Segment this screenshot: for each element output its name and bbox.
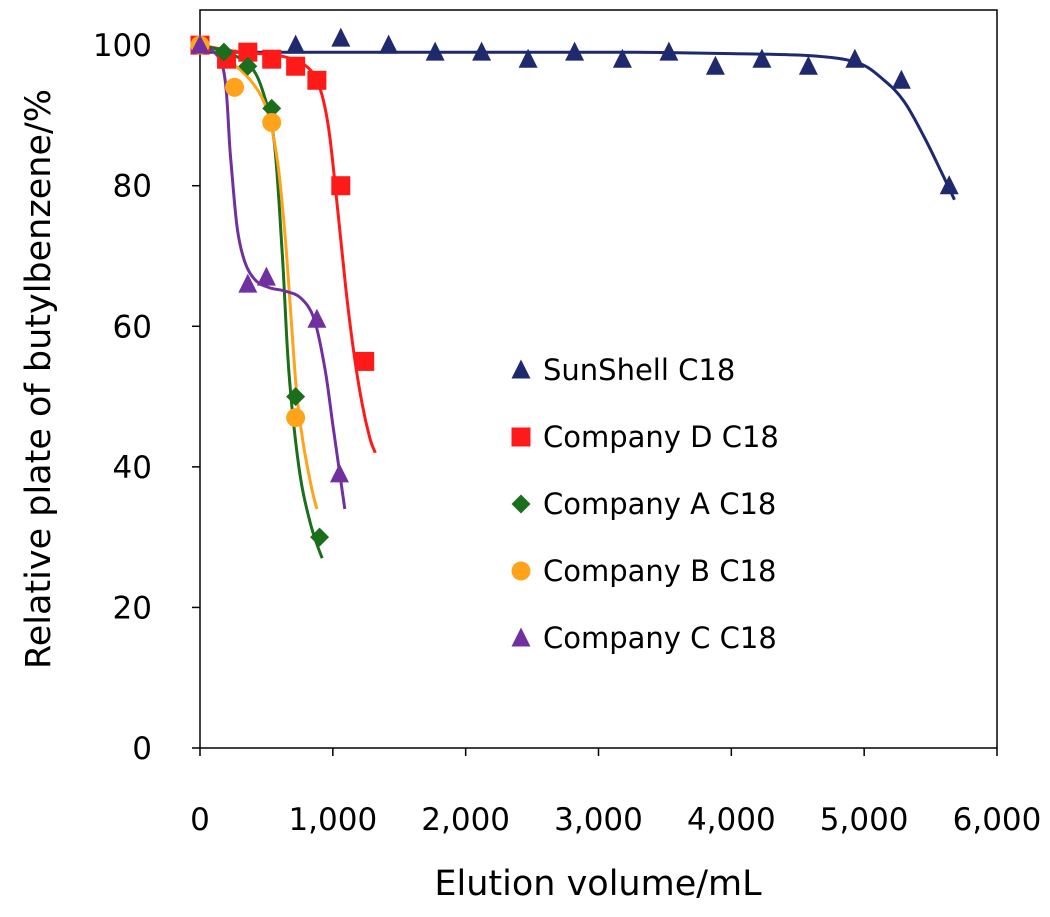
data-point-company-b-c18 [262,112,282,132]
data-point-company-c-c18 [238,273,258,293]
x-axis-ticks: 0 1,000 2,000 3,000 4,000 5,000 6,000 [190,748,1041,838]
data-point-sunshell-c18 [518,48,538,68]
data-point-sunshell-c18 [286,34,306,54]
y-tick-label: 60 [113,309,152,345]
x-tick-label: 1,000 [288,802,377,838]
y-tick-label: 0 [132,731,152,767]
data-point-company-a-c18 [310,527,330,547]
legend-marker [511,561,531,581]
legend-marker [511,427,531,447]
data-point-company-d-c18 [355,351,375,371]
y-tick-label: 80 [113,169,152,205]
data-point-sunshell-c18 [425,41,445,61]
y-axis-title: Relative plate of butylbenzene/% [19,89,59,669]
data-point-company-a-c18 [214,42,234,62]
data-point-company-c-c18 [190,34,210,54]
data-point-company-c-c18 [256,266,276,286]
legend-marker [511,494,531,514]
data-point-company-d-c18 [262,49,282,69]
legend-marker [511,627,531,647]
data-point-sunshell-c18 [379,34,399,54]
trend-line-company-c-c18 [198,43,347,510]
x-tick-label: 0 [190,802,210,838]
y-tick-label: 20 [113,590,152,626]
legend-label: Company C C18 [543,621,777,655]
legend-label: Company A C18 [543,487,776,521]
data-point-company-c-c18 [307,308,327,328]
data-point-sunshell-c18 [752,48,772,68]
legend-label: SunShell C18 [543,353,735,387]
data-point-sunshell-c18 [612,48,632,68]
x-tick-label: 5,000 [820,802,909,838]
legend-label: Company B C18 [543,554,776,588]
y-axis-ticks: 0 20 40 60 80 100 [93,28,200,767]
data-markers [190,27,959,547]
data-point-company-a-c18 [286,387,306,407]
y-tick-label: 40 [113,450,152,486]
data-point-sunshell-c18 [939,175,959,195]
data-point-sunshell-c18 [659,41,679,61]
data-point-company-a-c18 [238,56,258,76]
x-tick-label: 4,000 [687,802,776,838]
x-axis-title: Elution volume/mL [434,864,762,904]
data-point-sunshell-c18 [891,69,911,89]
x-tick-label: 3,000 [554,802,643,838]
data-point-sunshell-c18 [705,55,725,75]
data-point-sunshell-c18 [845,48,865,68]
legend-marker [511,359,531,379]
data-point-company-d-c18 [307,70,327,90]
x-tick-label: 6,000 [953,802,1042,838]
x-tick-label: 2,000 [421,802,510,838]
data-point-company-b-c18 [286,408,306,428]
data-point-sunshell-c18 [565,41,585,61]
data-point-company-d-c18 [238,42,258,62]
data-point-company-d-c18 [331,176,351,196]
trend-line-company-b-c18 [199,43,319,510]
data-point-sunshell-c18 [331,27,351,47]
data-point-company-a-c18 [262,98,282,118]
data-point-sunshell-c18 [798,55,818,75]
data-point-company-c-c18 [329,463,349,483]
data-point-company-d-c18 [286,56,306,76]
legend-label: Company D C18 [543,420,779,454]
data-point-company-b-c18 [225,77,245,97]
legend: SunShell C18 Company D C18 Company A C18 Co… [511,353,779,655]
y-tick-label: 100 [93,28,152,64]
data-point-sunshell-c18 [472,41,492,61]
trend-lines [198,43,956,559]
